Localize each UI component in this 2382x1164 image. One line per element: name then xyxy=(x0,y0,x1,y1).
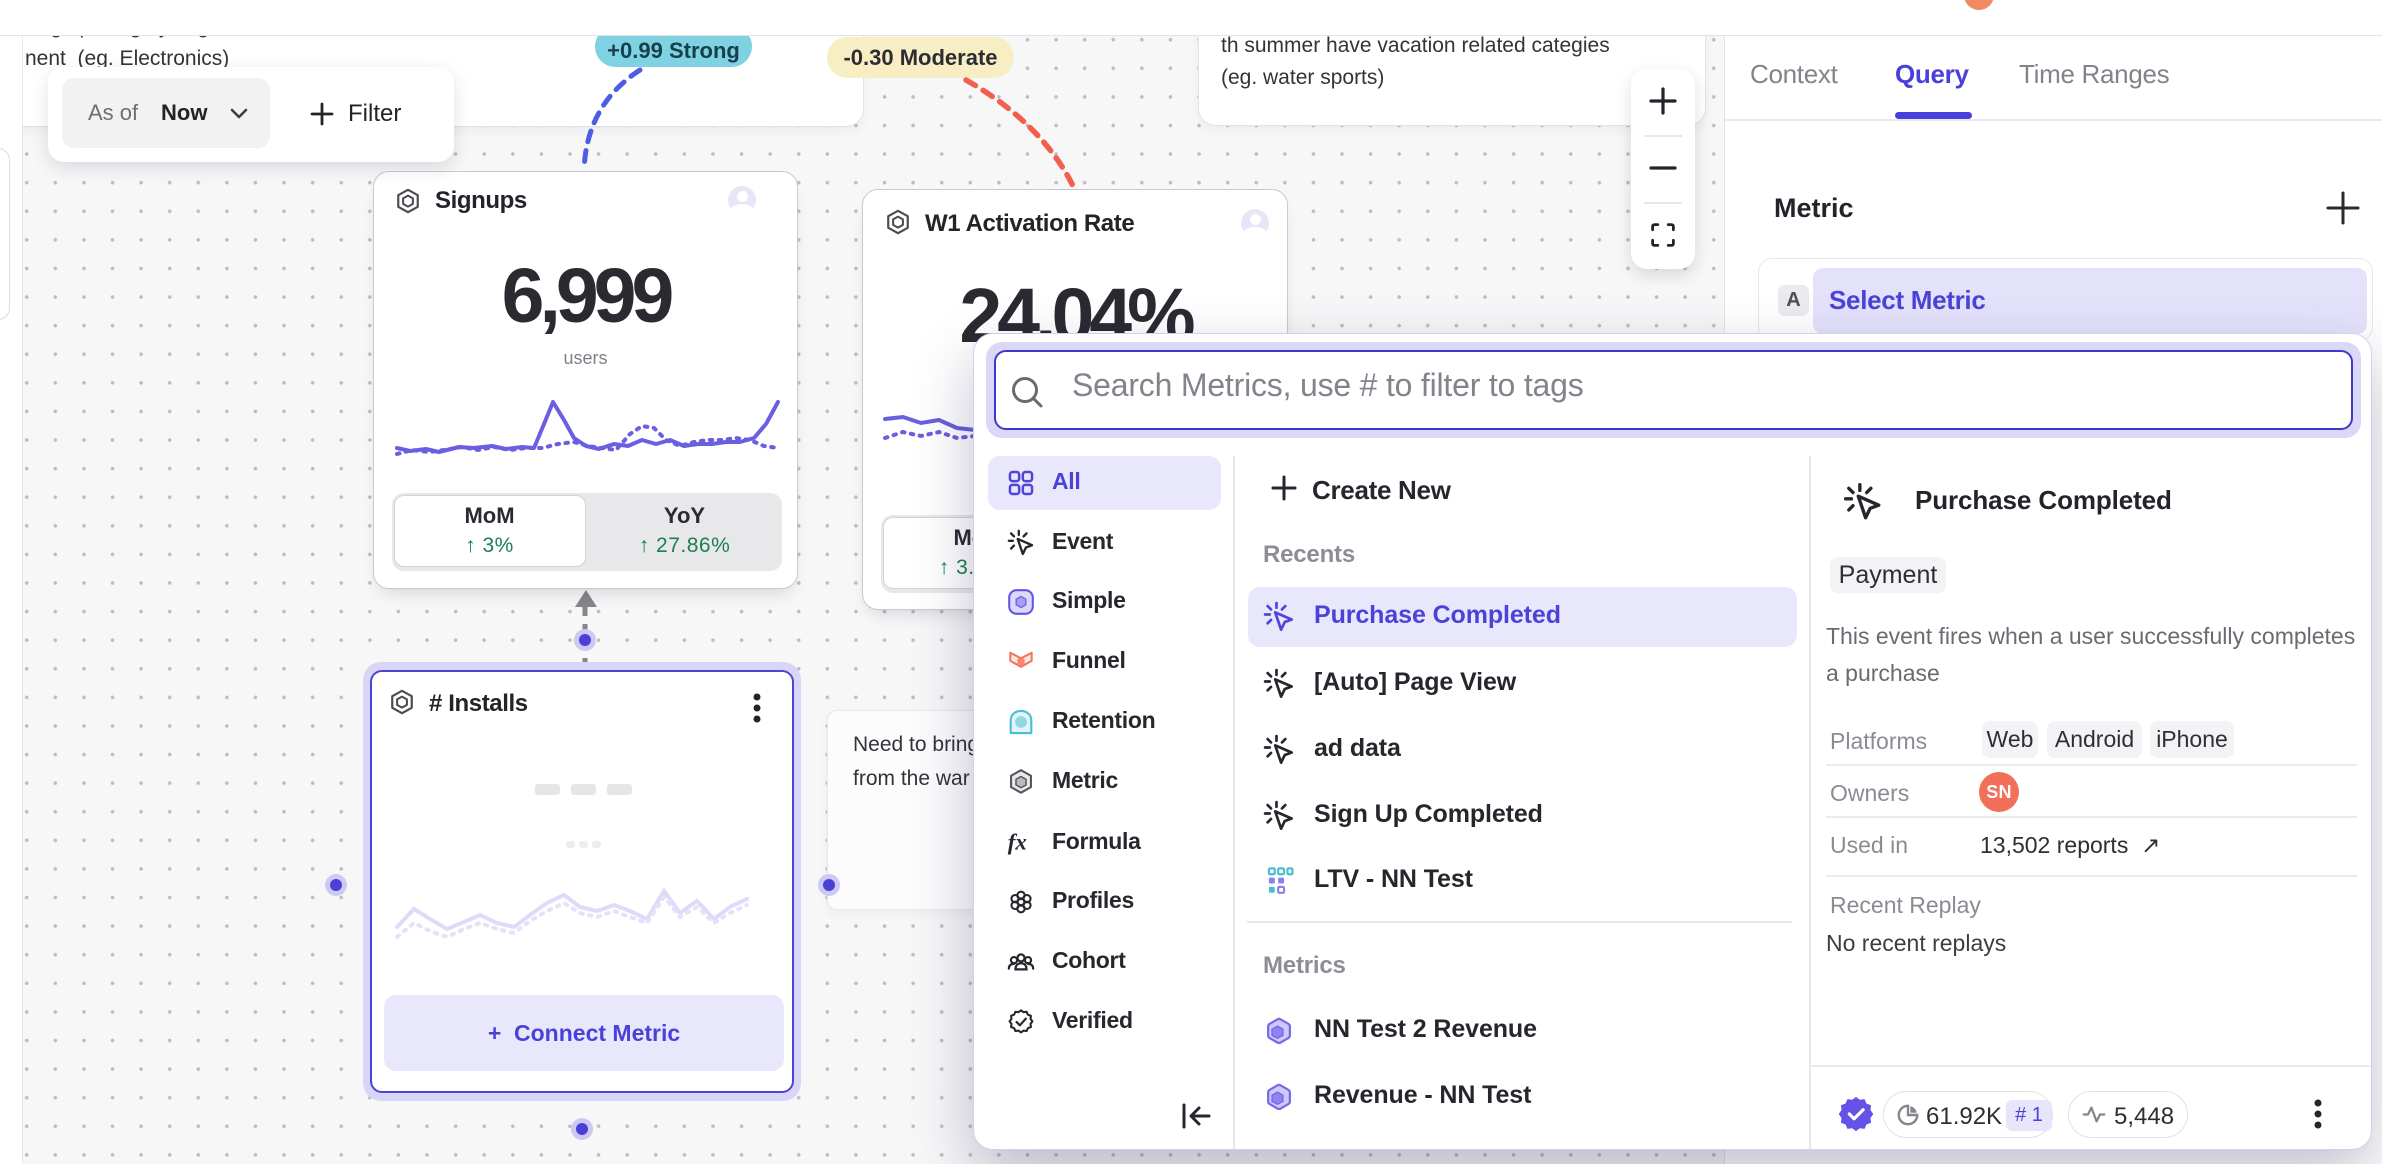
svg-text:fx: fx xyxy=(1008,830,1027,855)
